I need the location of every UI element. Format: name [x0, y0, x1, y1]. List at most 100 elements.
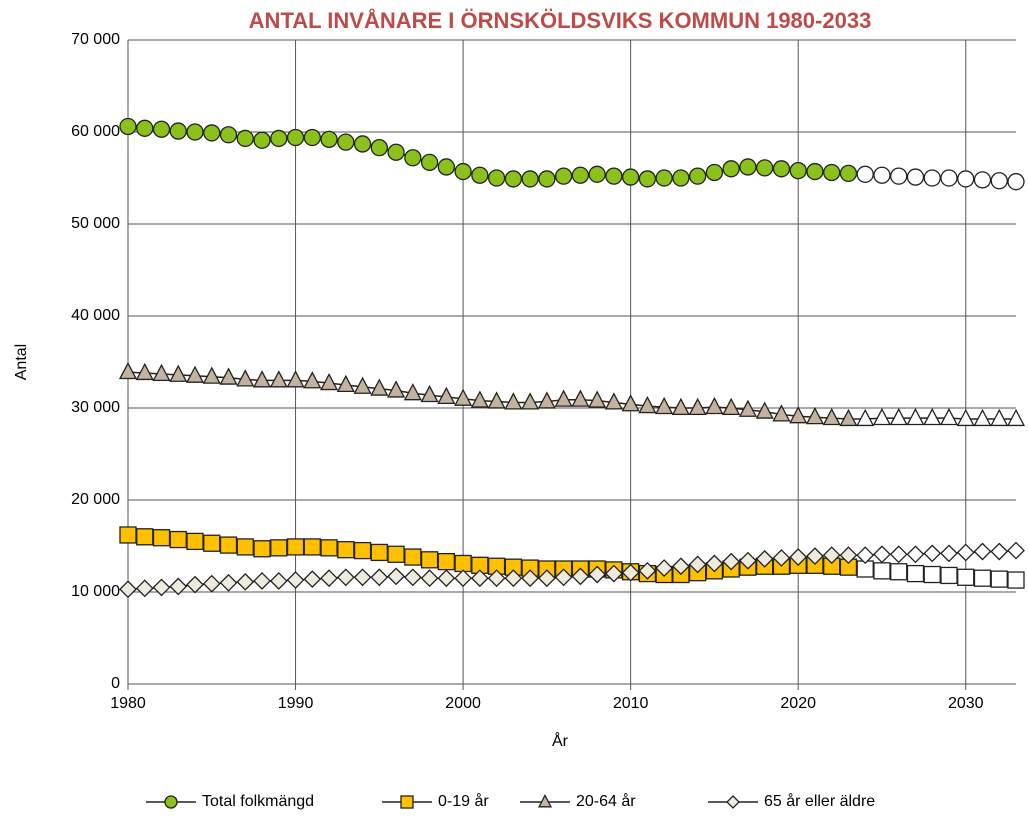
marker — [621, 168, 640, 186]
marker — [1007, 173, 1025, 191]
marker — [806, 162, 824, 181]
marker — [253, 131, 271, 149]
marker — [437, 158, 455, 176]
legend-label: 0-19 år — [438, 792, 489, 810]
x-tick-label: 2010 — [613, 695, 649, 712]
marker — [202, 366, 221, 384]
marker — [386, 380, 406, 398]
marker — [152, 529, 171, 547]
marker — [990, 542, 1009, 561]
marker — [890, 563, 908, 581]
marker — [286, 571, 305, 589]
marker — [236, 129, 254, 148]
marker — [236, 572, 255, 591]
marker — [973, 569, 992, 587]
marker — [722, 397, 741, 416]
legend-label: 20-64 år — [576, 792, 636, 810]
marker — [789, 161, 807, 180]
marker — [487, 391, 506, 409]
marker — [671, 397, 690, 416]
marker — [403, 383, 422, 401]
marker — [119, 117, 137, 136]
marker — [873, 166, 891, 184]
marker — [705, 163, 724, 182]
x-tick-label: 2030 — [948, 695, 984, 712]
marker — [689, 167, 707, 185]
marker — [554, 389, 573, 407]
marker — [219, 126, 238, 144]
marker — [655, 559, 674, 577]
marker — [1007, 541, 1025, 560]
marker — [521, 569, 540, 588]
marker — [906, 545, 925, 564]
marker — [604, 392, 623, 410]
marker — [638, 170, 657, 188]
marker — [420, 551, 439, 569]
chart-title: ANTAL INVÅNARE I ÖRNSKÖLDSVIKS KOMMUN 19… — [249, 7, 872, 33]
marker — [135, 362, 154, 381]
marker — [437, 386, 456, 405]
marker — [454, 569, 473, 588]
marker — [303, 128, 321, 147]
marker — [353, 541, 372, 560]
marker — [253, 540, 271, 558]
marker — [319, 372, 339, 391]
marker — [437, 569, 456, 588]
marker — [454, 162, 472, 181]
marker — [286, 370, 305, 388]
y-tick-label: 70 000 — [71, 31, 120, 48]
marker — [688, 397, 707, 416]
marker — [504, 170, 523, 188]
marker — [521, 392, 540, 410]
marker — [119, 580, 137, 599]
marker — [203, 124, 221, 142]
y-tick-label: 10 000 — [71, 583, 120, 600]
marker — [772, 404, 791, 422]
marker — [353, 376, 372, 394]
marker — [755, 549, 774, 568]
marker — [353, 568, 372, 587]
marker — [806, 547, 824, 566]
marker — [823, 163, 841, 182]
marker — [303, 570, 322, 589]
marker — [487, 569, 506, 588]
marker — [906, 168, 925, 186]
marker — [839, 164, 858, 183]
marker — [705, 554, 724, 573]
y-tick-label: 40 000 — [71, 307, 120, 324]
marker — [152, 363, 171, 382]
y-axis-label: Antal — [13, 344, 30, 380]
marker — [856, 408, 875, 427]
marker — [537, 569, 556, 588]
marker — [973, 542, 992, 561]
marker — [638, 561, 657, 580]
y-tick-label: 50 000 — [71, 215, 120, 232]
y-tick-label: 30 000 — [71, 399, 120, 416]
marker — [487, 169, 506, 187]
marker — [672, 169, 690, 187]
x-tick-label: 1990 — [278, 695, 314, 712]
marker — [688, 555, 707, 574]
marker — [219, 573, 238, 592]
marker — [705, 396, 724, 415]
marker — [739, 551, 757, 570]
marker — [387, 567, 405, 586]
marker — [353, 135, 372, 153]
x-tick-label: 1980 — [110, 695, 146, 712]
marker — [538, 170, 556, 188]
marker — [136, 528, 154, 546]
legend-label: Total folkmängd — [202, 793, 314, 810]
marker — [135, 579, 154, 598]
marker — [169, 530, 187, 549]
marker — [890, 167, 908, 185]
marker — [286, 538, 305, 556]
marker — [219, 536, 238, 554]
y-tick-label: 60 000 — [71, 123, 120, 140]
marker — [370, 378, 389, 396]
marker — [939, 407, 959, 426]
marker — [303, 371, 322, 389]
marker — [940, 566, 958, 585]
x-tick-label: 2020 — [780, 695, 816, 712]
marker — [588, 165, 606, 183]
